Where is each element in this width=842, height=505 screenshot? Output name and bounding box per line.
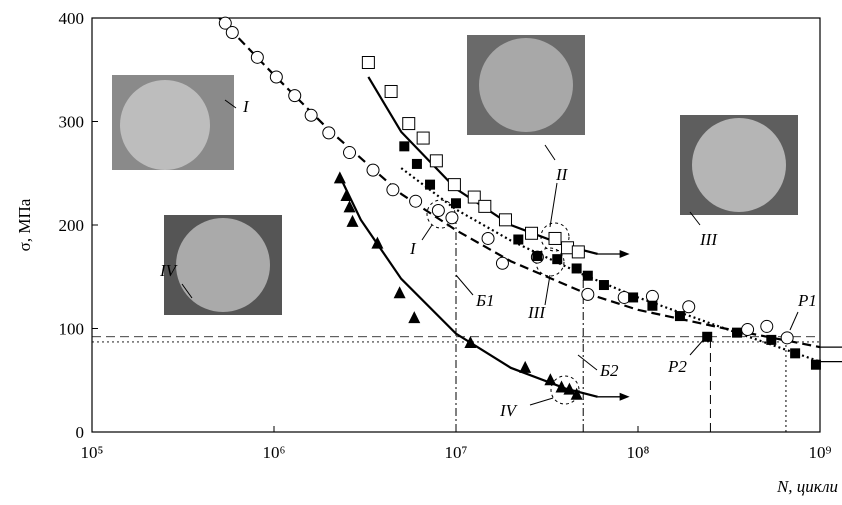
data-point [496, 257, 508, 269]
y-tick-label: 300 [59, 113, 85, 132]
data-point [766, 335, 776, 345]
x-tick-label: 10⁵ [81, 443, 104, 462]
fit-curve [340, 176, 598, 396]
fracture-photo-detail [176, 218, 270, 312]
data-point [387, 184, 399, 196]
data-point [647, 301, 657, 311]
data-point [412, 159, 422, 169]
x-tick-label: 10⁶ [263, 443, 286, 462]
y-tick-label: 100 [59, 320, 85, 339]
data-point [362, 57, 374, 69]
data-point [347, 215, 359, 227]
data-point [226, 26, 238, 38]
data-point [519, 361, 531, 373]
y-tick-label: 200 [59, 216, 85, 235]
data-point [451, 198, 461, 208]
data-point [544, 373, 556, 385]
data-point [599, 280, 609, 290]
annotation: Б2 [599, 361, 619, 380]
data-point [305, 109, 317, 121]
data-point [532, 251, 542, 261]
data-point [628, 292, 638, 302]
y-axis-label: σ, МПа [15, 198, 34, 251]
data-point [572, 263, 582, 273]
annotation: IV [499, 401, 519, 420]
x-tick-label: 10⁸ [627, 443, 650, 462]
x-axis-label: N, цикли [776, 477, 838, 496]
data-point [675, 311, 685, 321]
data-point [344, 147, 356, 159]
data-point [464, 336, 476, 348]
x-tick-label: 10⁹ [809, 443, 832, 462]
data-point [479, 200, 491, 212]
data-point [430, 155, 442, 167]
y-tick-label: 400 [59, 9, 85, 28]
curve-arrowhead [620, 250, 630, 258]
data-point [408, 311, 420, 323]
annotation: IV [159, 261, 179, 280]
data-point [432, 205, 444, 217]
data-point [582, 288, 594, 300]
data-point [742, 324, 754, 336]
data-point [425, 180, 435, 190]
data-point [403, 118, 415, 130]
data-point [270, 71, 282, 83]
data-point [323, 127, 335, 139]
data-point [781, 332, 793, 344]
data-point [251, 51, 263, 63]
data-point [394, 286, 406, 298]
data-point [289, 90, 301, 102]
fracture-photo-detail [120, 80, 210, 170]
data-point [410, 195, 422, 207]
annotation: III [527, 303, 546, 322]
annotation: Б1 [475, 291, 495, 310]
data-point [499, 214, 511, 226]
annotation: II [555, 165, 569, 184]
data-point [732, 328, 742, 338]
data-point [482, 232, 494, 244]
data-point [572, 246, 584, 258]
data-point [702, 332, 712, 342]
data-point [446, 212, 458, 224]
annotation: Р2 [667, 357, 687, 376]
data-point [417, 132, 429, 144]
annotation: I [409, 239, 417, 258]
data-point [549, 232, 561, 244]
data-point [562, 242, 574, 254]
y-tick-label: 0 [76, 423, 85, 442]
data-point [583, 271, 593, 281]
highlight-circles [427, 200, 579, 404]
annotation: III [699, 230, 718, 249]
data-point [526, 227, 538, 239]
data-point [552, 254, 562, 264]
curve-arrowhead [620, 393, 630, 401]
fracture-photo-detail [479, 38, 573, 132]
data-point [367, 164, 379, 176]
x-tick-label: 10⁷ [445, 443, 468, 462]
data-point [385, 85, 397, 97]
data-point [811, 360, 821, 370]
data-point [513, 234, 523, 244]
fracture-photo-detail [692, 118, 786, 212]
data-point [683, 301, 695, 313]
annotation: Р1 [797, 291, 817, 310]
data-point [646, 290, 658, 302]
data-point [340, 189, 352, 201]
data-point [334, 171, 346, 183]
data-point [399, 141, 409, 151]
data-point [448, 179, 460, 191]
data-point [761, 320, 773, 332]
chart: σ, МПа N, цикли 0 100 200 300 400 10⁵ 10⁶ 10⁷ 10… [0, 0, 842, 500]
data-point [790, 348, 800, 358]
annotation: I [242, 97, 250, 116]
